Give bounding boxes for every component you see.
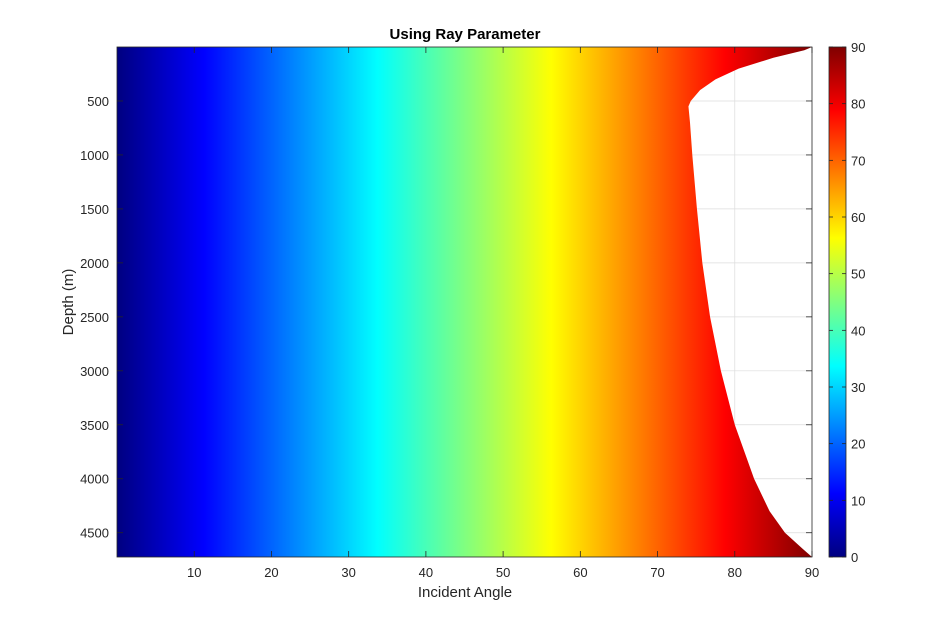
chart-title: Using Ray Parameter (390, 26, 541, 43)
colorbar-tick-label: 30 (851, 380, 865, 395)
y-tick-label: 2500 (80, 310, 109, 325)
x-tick-label: 20 (264, 565, 278, 580)
x-axis-label: Incident Angle (418, 584, 512, 601)
incident-angle-field (117, 47, 812, 557)
colorbar-tick-label: 80 (851, 97, 865, 112)
colorbar-tick-label: 90 (851, 40, 865, 55)
x-axis-ticks: 10 20 30 40 50 60 70 80 90 (187, 47, 819, 580)
x-tick-label: 80 (728, 565, 742, 580)
x-tick-label: 10 (187, 565, 201, 580)
x-tick-label: 50 (496, 565, 510, 580)
colorbar-tick-label: 60 (851, 210, 865, 225)
colorbar (828, 46, 847, 558)
x-tick-label: 60 (573, 565, 587, 580)
y-tick-label: 4500 (80, 526, 109, 541)
colorbar-tick-label: 10 (851, 493, 865, 508)
colorbar-tick-label: 0 (851, 550, 858, 565)
y-axis-ticks: 500 1000 1500 2000 2500 3000 3500 4000 4500 (80, 94, 812, 541)
x-tick-label: 90 (805, 565, 819, 580)
y-tick-label: 3500 (80, 418, 109, 433)
y-tick-label: 500 (87, 94, 109, 109)
x-tick-label: 30 (341, 565, 355, 580)
colorbar-tick-label: 70 (851, 153, 865, 168)
colorbar-tick-label: 50 (851, 267, 865, 282)
axes-box (116, 46, 813, 558)
x-tick-label: 70 (650, 565, 664, 580)
y-tick-label: 1000 (80, 148, 109, 163)
colorbar-tick-label: 20 (851, 437, 865, 452)
x-tick-label: 40 (419, 565, 433, 580)
y-tick-label: 3000 (80, 364, 109, 379)
y-axis-label: Depth (m) (60, 269, 77, 336)
y-tick-label: 4000 (80, 472, 109, 487)
colorbar-ticks: 0 10 20 30 40 50 60 70 80 90 (829, 40, 865, 565)
y-tick-label: 1500 (80, 202, 109, 217)
colorbar-tick-label: 40 (851, 323, 865, 338)
y-tick-label: 2000 (80, 256, 109, 271)
